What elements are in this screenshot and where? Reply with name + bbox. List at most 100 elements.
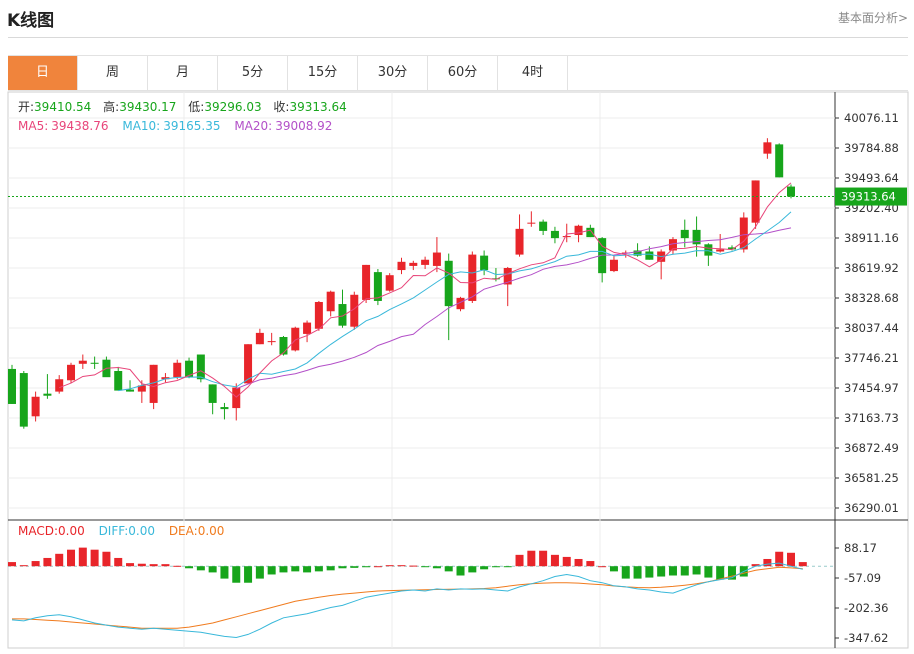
candle-body [161,377,170,380]
tab-5min[interactable]: 5分 [218,56,288,90]
candle [255,328,264,345]
candle-body [67,364,76,381]
candle-body [787,186,795,197]
candle [421,256,430,270]
macd-bar [373,566,382,568]
tab-month[interactable]: 月 [148,56,218,90]
macd-bar [102,551,111,567]
macd-label: MACD: [18,524,58,538]
macd-bar [515,554,524,567]
tab-60min[interactable]: 60分 [428,56,498,90]
candle [739,212,748,253]
candle [102,356,111,378]
macd-readout: MACD:0.00 DIFF:0.00 DEA:0.00 [18,524,224,538]
candle [326,290,335,317]
diff-value: 0.00 [128,524,155,538]
candle-body [267,341,276,343]
candle [444,253,453,341]
macd-bar [409,565,418,567]
macd-value: 0.00 [58,524,85,538]
macd-bar [362,566,371,568]
macd-bar [480,566,489,570]
diff-label: DIFF: [99,524,129,538]
ma10-label: MA10: [122,119,160,133]
candle-body [43,393,52,396]
candle-body [90,362,99,364]
macd-bar [185,566,194,569]
candle-body [303,322,312,334]
candle [114,366,123,391]
candle-body [704,244,713,256]
candle-body [385,275,394,291]
candle [232,383,241,421]
candle [515,214,524,257]
macd-bar [751,564,760,567]
macd-bar [621,566,630,579]
price-tick-label: 38619.92 [844,261,899,275]
candle-body [114,370,123,391]
candle [90,356,99,369]
macd-bar [550,554,559,567]
macd-bar [645,566,654,578]
macd-bar [303,566,312,573]
macd-bar [609,566,618,572]
candle-body [586,227,595,238]
low-label: 低: [188,100,204,114]
candle [539,219,548,236]
macd-bar [704,566,713,578]
candle-body [727,247,736,250]
tab-week[interactable]: 周 [78,56,148,90]
candle [196,354,205,383]
tab-day[interactable]: 日 [8,56,78,90]
candle [350,291,359,330]
macd-bar [527,550,536,567]
ma5-value: 39438.76 [51,119,108,133]
ohlc-readout: 开:39410.54 高:39430.17 低:39296.03 收:39313… [18,99,347,114]
macd-bar [775,551,784,567]
macd-bar [55,553,64,567]
macd-bar [314,566,323,572]
candle-body [503,267,512,285]
kline-chart-area[interactable]: 40076.11 39784.88 39493.64 39202.40 38911.16… [0,90,914,650]
candle-body [373,272,382,301]
candle-body [31,396,40,417]
macd-bar [385,565,394,567]
macd-bar [468,566,477,573]
macd-bar [798,562,807,567]
macd-bar [680,566,689,576]
candle [362,264,371,304]
macd-bar [43,557,52,567]
tab-30min[interactable]: 30分 [358,56,428,90]
candle [574,224,583,243]
candle [397,257,406,275]
tab-4hour[interactable]: 4时 [498,56,568,90]
candle [373,269,382,306]
candle-body [173,362,182,378]
candle-body [232,387,241,409]
macd-tick-label: -57.09 [844,571,881,585]
candle-body [444,260,453,307]
candle [173,359,182,380]
ma10-line [118,211,792,392]
macd-bar [255,566,264,579]
candle-body [562,236,571,238]
candle-body [314,301,323,329]
price-tick-label: 36581.25 [844,471,899,485]
current-price-marker: 39313.64 [8,187,907,206]
candle-body [739,217,748,250]
fundamental-analysis-link[interactable]: 基本面分析> [837,11,908,25]
low-value: 39296.03 [204,100,261,114]
candle [716,233,725,253]
candle-body [432,252,441,266]
tab-15min[interactable]: 15分 [288,56,358,90]
macd-axis: 88.17 -57.09 -202.36 -347.62 [835,541,888,645]
candle [704,243,713,266]
candle [751,180,760,229]
candle-body [126,389,135,392]
macd-bar [67,549,76,567]
macd-bar [598,566,607,568]
price-tick-label: 36290.01 [844,501,899,515]
price-tick-label: 37163.73 [844,411,899,425]
macd-bar [586,561,595,567]
macd-bar [19,565,28,567]
